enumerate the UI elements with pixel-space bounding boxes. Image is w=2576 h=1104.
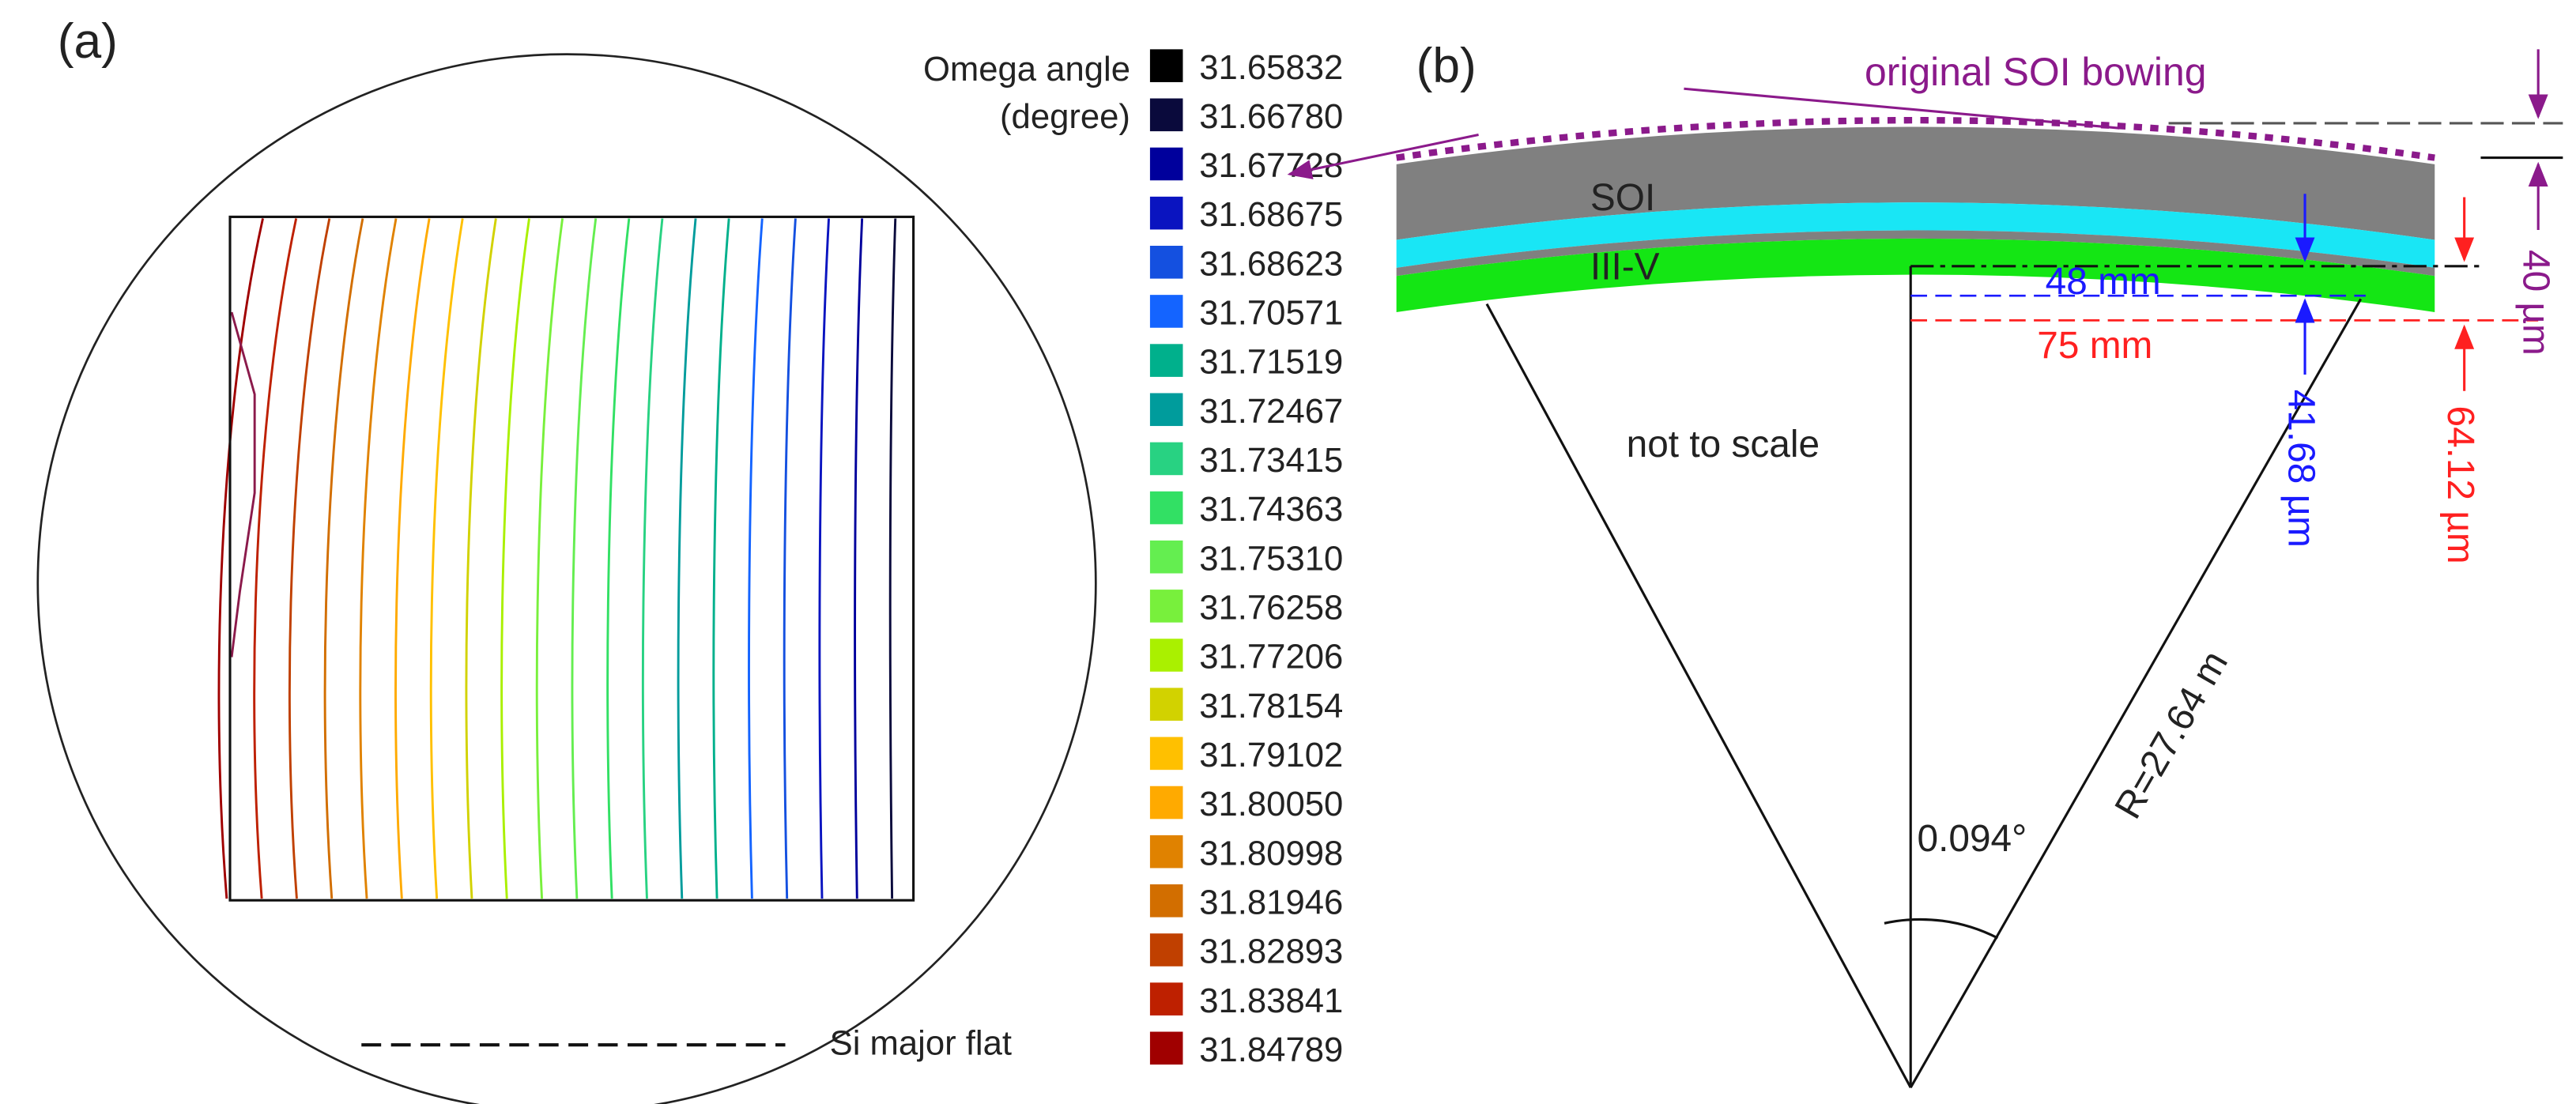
buffer-layer bbox=[1396, 202, 2435, 268]
contour-line bbox=[606, 218, 631, 899]
bowing-marker bbox=[1684, 87, 2120, 130]
contour-line bbox=[783, 218, 797, 899]
contour-line bbox=[323, 218, 364, 899]
interlayer bbox=[1396, 230, 2435, 277]
legend-swatch bbox=[1149, 540, 1183, 574]
panel-label: (b) bbox=[1416, 39, 1477, 93]
radius-label: R=27.64 m bbox=[2107, 644, 2236, 826]
legend-label: 31.75310 bbox=[1199, 539, 1343, 578]
legend-swatch bbox=[1149, 295, 1183, 328]
bowing-arrow bbox=[1287, 133, 1479, 179]
legend-label: 31.82893 bbox=[1199, 933, 1343, 971]
contour-line bbox=[500, 218, 530, 899]
legend-label: 31.77206 bbox=[1199, 638, 1343, 676]
legend-swatch bbox=[1149, 196, 1183, 230]
radius-line bbox=[1485, 303, 1912, 1088]
contour-line bbox=[888, 218, 897, 899]
legend-label: 31.84789 bbox=[1199, 1031, 1343, 1069]
legend-swatch bbox=[1149, 786, 1183, 820]
contour-line bbox=[854, 218, 864, 899]
legend-label: 31.65832 bbox=[1199, 48, 1343, 87]
legend-swatch bbox=[1149, 442, 1183, 476]
legend-swatch bbox=[1149, 49, 1183, 82]
contour-line bbox=[571, 218, 598, 899]
soi-label: SOI bbox=[1590, 177, 1655, 219]
wafer bbox=[36, 53, 1097, 1104]
contour-line bbox=[253, 218, 298, 899]
contour-line bbox=[394, 218, 431, 899]
legend-swatch bbox=[1149, 491, 1183, 525]
height-6412: 64.12 µm bbox=[2439, 405, 2481, 563]
dist-48: 48 mm bbox=[2046, 261, 2161, 303]
legend-title: (degree) bbox=[1000, 97, 1130, 136]
iiiv-layer bbox=[1396, 238, 2435, 312]
bowing-label: original SOI bowing bbox=[1865, 50, 2206, 94]
legend-label: 31.71519 bbox=[1199, 343, 1343, 382]
legend-label: 31.67728 bbox=[1199, 146, 1343, 185]
legend-label: 31.72467 bbox=[1199, 392, 1343, 431]
legend-title: Omega angle bbox=[923, 50, 1130, 89]
legend-label: 31.70571 bbox=[1199, 294, 1343, 333]
legend-swatch bbox=[1149, 393, 1183, 427]
contour-line bbox=[359, 218, 398, 899]
legend-label: 31.73415 bbox=[1199, 441, 1343, 480]
contour-line bbox=[288, 218, 331, 899]
angle-arc bbox=[1884, 917, 1999, 940]
contour-line bbox=[217, 218, 264, 899]
legend-label: 31.79102 bbox=[1199, 736, 1343, 774]
legend-label: 31.81946 bbox=[1199, 883, 1343, 921]
contour-line bbox=[230, 311, 256, 658]
legend-swatch bbox=[1149, 590, 1183, 623]
height-4168: 41.68 µm bbox=[2280, 390, 2321, 548]
legend-swatch bbox=[1149, 98, 1183, 132]
map-frame bbox=[228, 215, 915, 902]
legend-swatch bbox=[1149, 982, 1183, 1015]
legend-swatch bbox=[1149, 884, 1183, 917]
legend-swatch bbox=[1149, 933, 1183, 966]
flat-label: Si major flat bbox=[830, 1024, 1012, 1063]
soi-layer bbox=[1396, 126, 2435, 240]
legend-swatch bbox=[1149, 835, 1183, 869]
contour-line bbox=[641, 218, 664, 899]
legend-swatch bbox=[1149, 344, 1183, 377]
legend-label: 31.78154 bbox=[1199, 687, 1343, 725]
legend-label: 31.68623 bbox=[1199, 244, 1343, 283]
legend-swatch bbox=[1149, 688, 1183, 721]
radius-line bbox=[1909, 298, 2363, 1088]
legend-swatch bbox=[1149, 1031, 1183, 1065]
contour-line bbox=[818, 218, 830, 899]
legend-label: 31.68675 bbox=[1199, 195, 1343, 234]
iiiv-label: III-V bbox=[1590, 246, 1660, 288]
angle-label: 0.094° bbox=[1918, 818, 2027, 860]
legend-label: 31.80050 bbox=[1199, 785, 1343, 823]
legend-label: 31.80998 bbox=[1199, 834, 1343, 872]
dist-75: 75 mm bbox=[2037, 325, 2152, 367]
legend-swatch bbox=[1149, 147, 1183, 181]
legend-swatch bbox=[1149, 737, 1183, 771]
contour-line bbox=[465, 218, 497, 899]
legend-label: 31.76258 bbox=[1199, 589, 1343, 627]
legend-label: 31.74363 bbox=[1199, 490, 1343, 529]
contour-line bbox=[677, 218, 697, 899]
height-40: 40 µm bbox=[2514, 250, 2556, 356]
contour-line bbox=[535, 218, 564, 899]
contour-line bbox=[748, 218, 764, 899]
legend-label: 31.66780 bbox=[1199, 97, 1343, 136]
legend-label: 31.83841 bbox=[1199, 982, 1343, 1020]
note: not to scale bbox=[1627, 424, 1820, 465]
contour-line bbox=[712, 218, 730, 899]
legend-swatch bbox=[1149, 245, 1183, 279]
panel-label: (a) bbox=[58, 14, 118, 69]
contour-line bbox=[429, 218, 464, 899]
legend: 31.65832 31.66780 31.67728 31.68675 31.68623… bbox=[1149, 48, 1343, 1069]
contours bbox=[217, 218, 897, 899]
legend-swatch bbox=[1149, 639, 1183, 672]
